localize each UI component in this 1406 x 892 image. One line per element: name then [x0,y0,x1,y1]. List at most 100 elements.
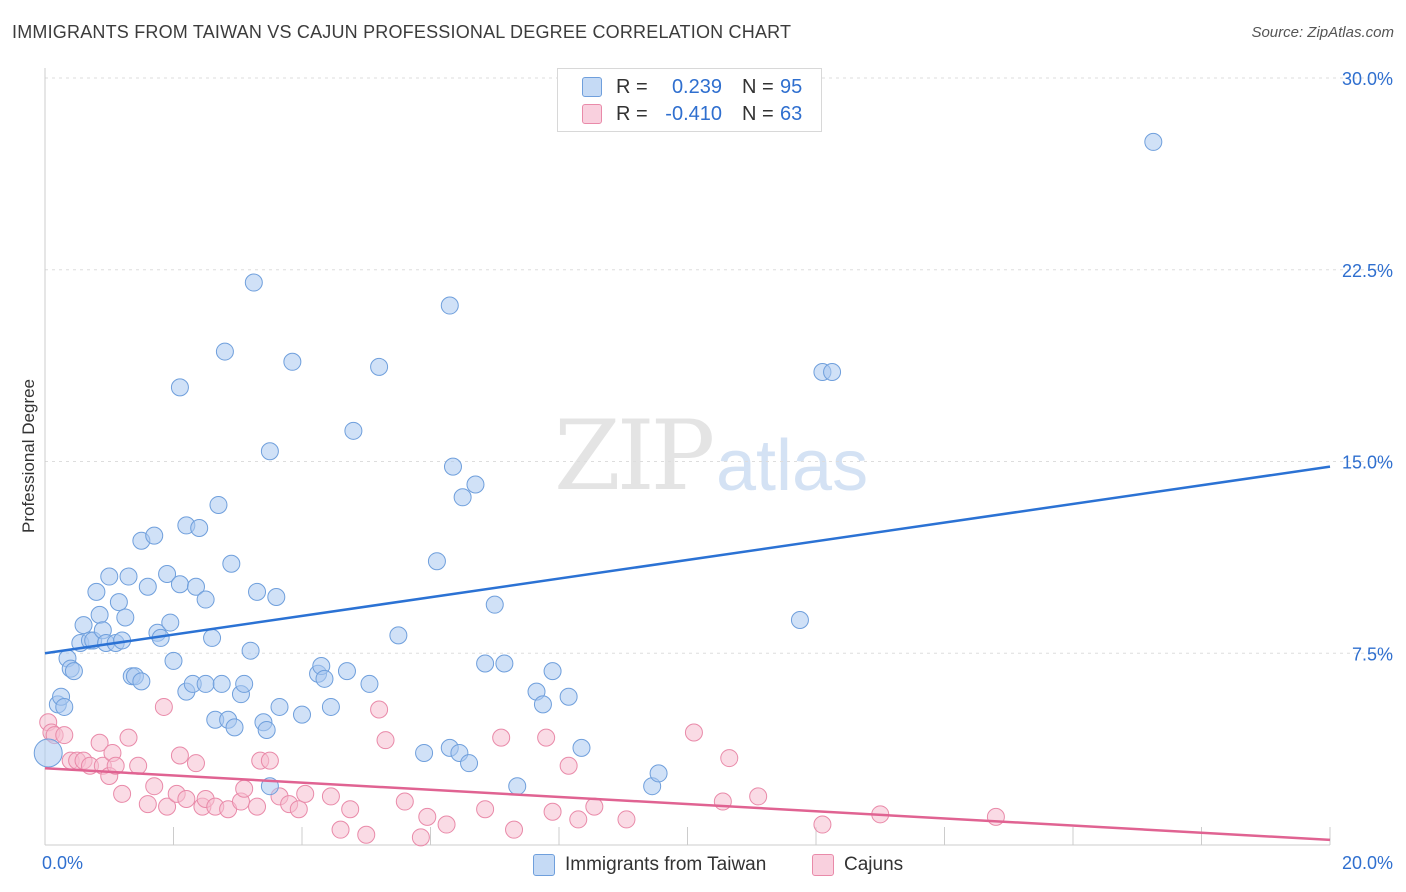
data-point-taiwan [559,687,578,706]
data-point-taiwan [344,421,363,440]
data-point-cajun [341,800,360,819]
data-point-cajun [119,728,138,747]
data-point-taiwan [270,697,289,716]
data-point-taiwan [241,641,260,660]
data-point-taiwan [476,654,495,673]
data-point-cajun [813,815,832,834]
data-point-taiwan [248,582,267,601]
x-tick-label: 0.0% [42,853,83,873]
data-point-cajun [296,784,315,803]
data-point-taiwan [132,672,151,691]
bottom-legend-cajun: Cajuns [812,852,903,878]
data-point-cajun [395,792,414,811]
data-point-taiwan [495,654,514,673]
y-tick-label: 30.0% [1342,69,1393,89]
data-point-cajun [106,756,125,775]
legend-n-value-cajun: 63 [780,102,803,125]
data-point-taiwan [196,674,215,693]
data-point-taiwan [158,564,177,583]
data-point-cajun [357,825,376,844]
data-point-taiwan [170,378,189,397]
data-point-cajun [145,777,164,796]
bottom-legend-taiwan: Immigrants from Taiwan [533,852,766,878]
data-point-cajun [186,754,205,773]
legend-r-value-cajun: -0.410 [665,102,722,125]
data-point-taiwan [543,662,562,681]
data-point-taiwan [790,611,809,630]
data-point-taiwan [164,651,183,670]
data-point-cajun [569,810,588,829]
y-tick-label: 22.5% [1342,261,1393,281]
data-point-taiwan [823,363,842,382]
data-point-cajun [113,784,132,803]
data-point-taiwan [466,475,485,494]
data-point-taiwan [453,488,472,507]
legend-r-label: R = [616,75,648,98]
data-point-cajun [585,797,604,816]
data-point-taiwan [116,608,135,627]
data-point-cajun [321,787,340,806]
legend-swatch-taiwan [582,77,602,97]
data-point-taiwan [196,590,215,609]
data-point-taiwan [119,567,138,586]
data-point-taiwan [55,697,74,716]
data-point-taiwan [321,697,340,716]
data-point-cajun [543,802,562,821]
legend-r-label: R = [616,102,648,125]
data-point-taiwan [337,662,356,681]
data-point-taiwan [222,554,241,573]
data-point-taiwan [267,588,286,607]
legend-n-label: N = [742,75,774,98]
y-axis-label: Professional Degree [19,379,38,533]
data-point-cajun [248,797,267,816]
bottom-legend-swatch-taiwan [533,854,555,876]
data-point-taiwan [74,616,93,635]
data-point-taiwan [186,577,205,596]
data-point-taiwan [203,628,222,647]
data-point-taiwan [508,777,527,796]
data-point-taiwan [389,626,408,645]
data-point-cajun [684,723,703,742]
y-tick-label: 7.5% [1352,644,1393,664]
source-credit: Source: ZipAtlas.com [1251,24,1394,41]
y-tick-label: 15.0% [1342,453,1393,473]
data-point-cajun [418,807,437,826]
data-point-cajun [720,749,739,768]
data-point-cajun [177,789,196,808]
data-point-taiwan [212,674,231,693]
data-point-cajun [505,820,524,839]
data-point-cajun [158,797,177,816]
data-point-cajun [559,756,578,775]
legend-swatch-cajun [582,104,602,124]
data-point-taiwan [572,738,591,757]
watermark-zip: ZIP [554,400,715,512]
data-point-taiwan [145,526,164,545]
data-point-taiwan [100,567,119,586]
data-point-taiwan [293,705,311,724]
data-point-cajun [138,795,157,814]
legend-r-value-taiwan: 0.239 [671,75,722,98]
chart-title: IMMIGRANTS FROM TAIWAN VS CAJUN PROFESSI… [12,22,792,42]
data-point-taiwan [360,674,379,693]
data-point-taiwan [260,442,279,461]
data-point-cajun [55,726,74,745]
data-point-cajun [170,746,189,765]
data-point-cajun [90,733,109,752]
data-point-taiwan [415,743,434,762]
data-point-taiwan [33,738,63,768]
data-point-taiwan [190,518,209,537]
correlation-legend: R = 0.239 N = 95 R = -0.410 N = 63 [557,68,822,132]
data-point-cajun [289,800,308,819]
data-point-taiwan [649,764,668,783]
data-point-taiwan [87,582,106,601]
cajun-points [39,697,1005,847]
data-point-cajun [154,697,173,716]
data-point-taiwan [460,754,479,773]
data-point-cajun [617,810,636,829]
trend-line-taiwan [44,465,1331,655]
x-tick-labels: 0.0% 20.0% [42,853,1393,873]
data-point-cajun [437,815,456,834]
data-point-taiwan [215,342,234,361]
legend-row-cajun: R = -0.410 N = 63 [582,102,802,126]
data-point-taiwan [315,669,334,688]
